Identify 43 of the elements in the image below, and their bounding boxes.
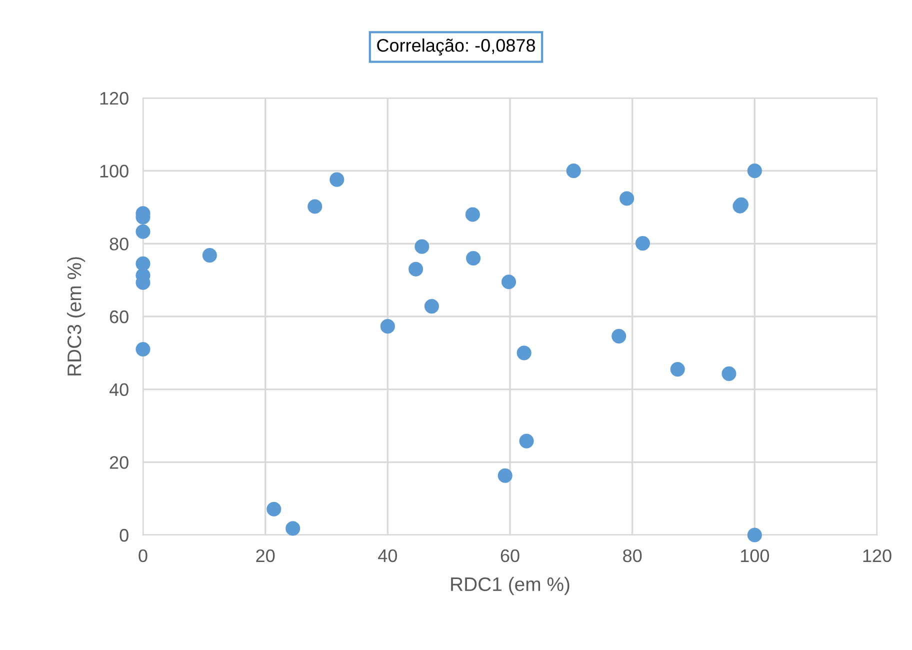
point bbox=[380, 319, 395, 334]
y-axis-title: RDC3 (em %) bbox=[66, 257, 86, 376]
point bbox=[136, 224, 150, 239]
point bbox=[747, 164, 762, 178]
point bbox=[670, 362, 685, 377]
point bbox=[266, 502, 282, 516]
point bbox=[722, 366, 736, 381]
point bbox=[202, 248, 217, 263]
point bbox=[501, 274, 516, 290]
x-tick-label: 100 bbox=[740, 549, 770, 562]
point bbox=[635, 236, 650, 251]
point bbox=[424, 299, 439, 314]
y-tick-label: 100 bbox=[100, 164, 128, 178]
point bbox=[747, 528, 762, 542]
point bbox=[136, 256, 150, 271]
point bbox=[516, 346, 532, 360]
point bbox=[466, 250, 481, 266]
y-tick-label: 80 bbox=[110, 238, 128, 250]
point bbox=[136, 342, 150, 357]
y-tick-label: 60 bbox=[110, 310, 128, 324]
y-tick-label: 40 bbox=[109, 383, 128, 396]
x-tick-label: 0 bbox=[138, 549, 148, 562]
y-tick-label: 20 bbox=[110, 456, 128, 469]
x-tick-label: 60 bbox=[500, 549, 520, 562]
point bbox=[465, 207, 480, 222]
point bbox=[498, 468, 512, 483]
point bbox=[414, 239, 430, 254]
y-tick-label: 120 bbox=[100, 92, 128, 105]
x-tick-label: 20 bbox=[256, 549, 275, 562]
x-tick-label: 120 bbox=[863, 549, 892, 562]
point bbox=[330, 172, 344, 187]
point bbox=[308, 199, 322, 214]
x-axis-title: RDC1 (em %) bbox=[451, 576, 570, 595]
point bbox=[408, 262, 424, 276]
point bbox=[612, 328, 626, 344]
point bbox=[519, 434, 534, 448]
point bbox=[566, 164, 581, 178]
x-tick-label: 80 bbox=[623, 549, 642, 562]
x-tick-label: 40 bbox=[378, 549, 398, 562]
y-tick-label: 0 bbox=[120, 528, 128, 542]
text: Correlação: -0,0878 bbox=[377, 38, 536, 56]
point bbox=[620, 191, 634, 206]
point bbox=[286, 521, 300, 536]
